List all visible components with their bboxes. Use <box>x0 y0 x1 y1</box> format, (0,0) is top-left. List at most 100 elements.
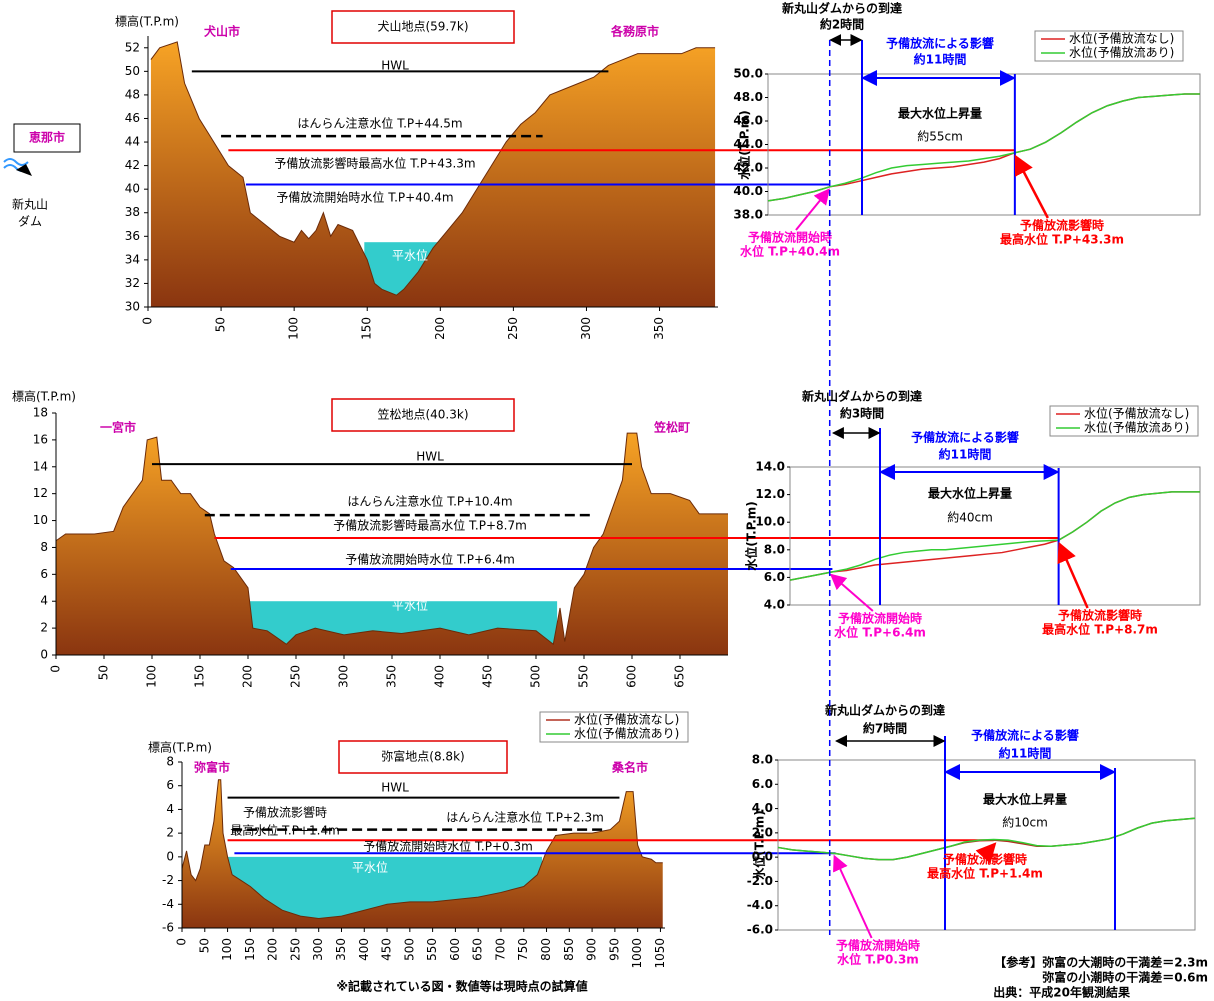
y-tick-label: 8.0 <box>764 542 785 556</box>
start-note: 予備放流開始時 <box>748 230 832 245</box>
reference: 弥富の小潮時の干満差＝0.6m <box>1042 970 1208 985</box>
x-tick-label: 350 <box>385 665 399 688</box>
x-tick-label: 100 <box>220 938 234 961</box>
level-label: 予備放流影響時 <box>243 805 327 820</box>
effect-time: 約11時間 <box>999 746 1052 761</box>
x-tick-label: 450 <box>481 665 495 688</box>
peak-pointer <box>1016 157 1048 218</box>
footnote: ※記載されている図・数値等は現時点の試算値 <box>336 979 587 994</box>
y-tick-label: 50.0 <box>733 67 763 81</box>
x-tick-label: 250 <box>506 317 520 340</box>
figure: ※記載されている図・数値等は現時点の試算値 【参考】弥富の大潮時の干満差＝2.3… <box>0 0 1214 1001</box>
legend-label: 水位(予備放流あり) <box>1069 45 1174 60</box>
x-tick-label: 500 <box>529 665 543 688</box>
x-tick-label: 100 <box>145 665 159 688</box>
effect-title: 予備放流による影響 <box>886 36 994 51</box>
effect-title: 予備放流による影響 <box>911 430 1019 445</box>
y-tick-label: -6.0 <box>747 923 773 937</box>
peak-note: 最高水位 T.P+43.3m <box>1000 232 1124 247</box>
legend-label: 水位(予備放流なし) <box>574 712 679 727</box>
y-tick-label: 4 <box>166 802 174 816</box>
level-label: 予備放流開始時水位 T.P+0.3m <box>363 839 533 854</box>
y-tick-label: -4 <box>162 897 174 911</box>
peak-note: 最高水位 T.P+8.7m <box>1042 622 1158 637</box>
peak-note: 予備放流影響時 <box>1020 218 1104 233</box>
legend-label: 水位(予備放流あり) <box>574 726 679 741</box>
rise-value: 約40cm <box>947 510 993 525</box>
level-label: 予備放流開始時水位 T.P+6.4m <box>345 552 515 567</box>
y-tick-label: 16 <box>33 432 48 446</box>
x-tick-label: 200 <box>266 938 280 961</box>
bank-label: 笠松町 <box>653 420 690 435</box>
y-tick-label: 2 <box>40 621 48 635</box>
peak-note: 最高水位 T.P+1.4m <box>927 866 1043 881</box>
y-tick-label: 52 <box>125 40 140 54</box>
x-tick-label: 400 <box>433 665 447 688</box>
y-tick-label: 30 <box>125 300 140 314</box>
dam-label: ダム <box>18 214 42 229</box>
x-tick-label: 250 <box>288 938 302 961</box>
y-tick-label: 12.0 <box>755 487 785 501</box>
start-pointer <box>835 857 872 939</box>
x-tick-label: 150 <box>193 665 207 688</box>
legend-label: 水位(予備放流なし) <box>1084 406 1189 421</box>
y-tick-label: 38.0 <box>733 208 763 222</box>
y-tick-label: 14.0 <box>755 460 785 474</box>
y-tick-label: 50 <box>125 64 140 78</box>
x-tick-label: 50 <box>197 938 211 953</box>
y-tick-label: -2 <box>162 873 174 887</box>
x-tick-label: 650 <box>471 938 485 961</box>
x-tick-label: 650 <box>673 665 687 688</box>
x-tick-label: 200 <box>241 665 255 688</box>
chart-title: 犬山地点(59.7k) <box>377 20 468 34</box>
y-axis-label: 標高(T.P.m) <box>12 389 76 404</box>
dam-icon <box>16 164 32 176</box>
level-label: はんらん注意水位 T.P+2.3m <box>446 810 604 825</box>
rise-title: 最大水位上昇量 <box>898 106 982 121</box>
reach-title: 新丸山ダムからの到達 <box>802 389 922 404</box>
reach-time: 約7時間 <box>863 721 907 736</box>
x-tick-label: 900 <box>585 938 599 961</box>
y-axis-label: 標高(T.P.m) <box>148 740 212 755</box>
y-tick-label: 2 <box>166 826 174 840</box>
y-axis-label: 水位(T.P.m) <box>752 810 767 880</box>
level-label: 平水位 <box>392 248 428 263</box>
y-tick-label: 32 <box>125 276 140 290</box>
y-tick-label: 46 <box>125 111 140 125</box>
x-tick-label: 300 <box>579 317 593 340</box>
bank-label: 桑名市 <box>612 760 648 775</box>
x-tick-label: 350 <box>334 938 348 961</box>
level-label: 予備放流影響時最高水位 T.P+43.3m <box>274 156 475 171</box>
x-tick-label: 450 <box>380 938 394 961</box>
start-note: 水位 T.P+40.4m <box>740 244 840 259</box>
y-axis-label: 水位(T.P.m) <box>737 110 752 180</box>
y-tick-label: 34 <box>125 252 140 266</box>
reach-time: 約3時間 <box>840 406 884 421</box>
y-axis-label: 水位(T.P.m) <box>744 501 759 571</box>
upstream-city: 恵那市 <box>29 130 65 145</box>
rise-title: 最大水位上昇量 <box>928 486 1012 501</box>
bank-label: 犬山市 <box>204 24 240 39</box>
y-tick-label: 8 <box>166 755 174 769</box>
plot-frame <box>768 74 1200 215</box>
peak-pointer <box>988 844 995 852</box>
rise-value: 約55cm <box>917 129 963 144</box>
y-tick-label: 6 <box>166 778 174 792</box>
reach-title: 新丸山ダムからの到達 <box>782 1 902 16</box>
level-label: はんらん注意水位 T.P+44.5m <box>297 116 462 131</box>
plot-frame <box>778 760 1195 930</box>
start-note: 水位 T.P0.3m <box>837 952 919 967</box>
level-label: HWL <box>381 59 409 73</box>
y-tick-label: 48.0 <box>733 90 763 104</box>
x-tick-label: 150 <box>360 317 374 340</box>
x-tick-label: 550 <box>577 665 591 688</box>
start-note: 予備放流開始時 <box>836 938 920 953</box>
x-tick-label: 500 <box>402 938 416 961</box>
x-tick-label: 50 <box>97 665 111 680</box>
level-label: 予備放流開始時水位 T.P+40.4m <box>276 190 453 205</box>
y-tick-label: 10.0 <box>755 515 785 529</box>
start-note: 予備放流開始時 <box>838 611 922 626</box>
x-tick-label: 300 <box>337 665 351 688</box>
y-tick-label: 4.0 <box>764 598 785 612</box>
y-tick-label: 18 <box>33 406 48 420</box>
